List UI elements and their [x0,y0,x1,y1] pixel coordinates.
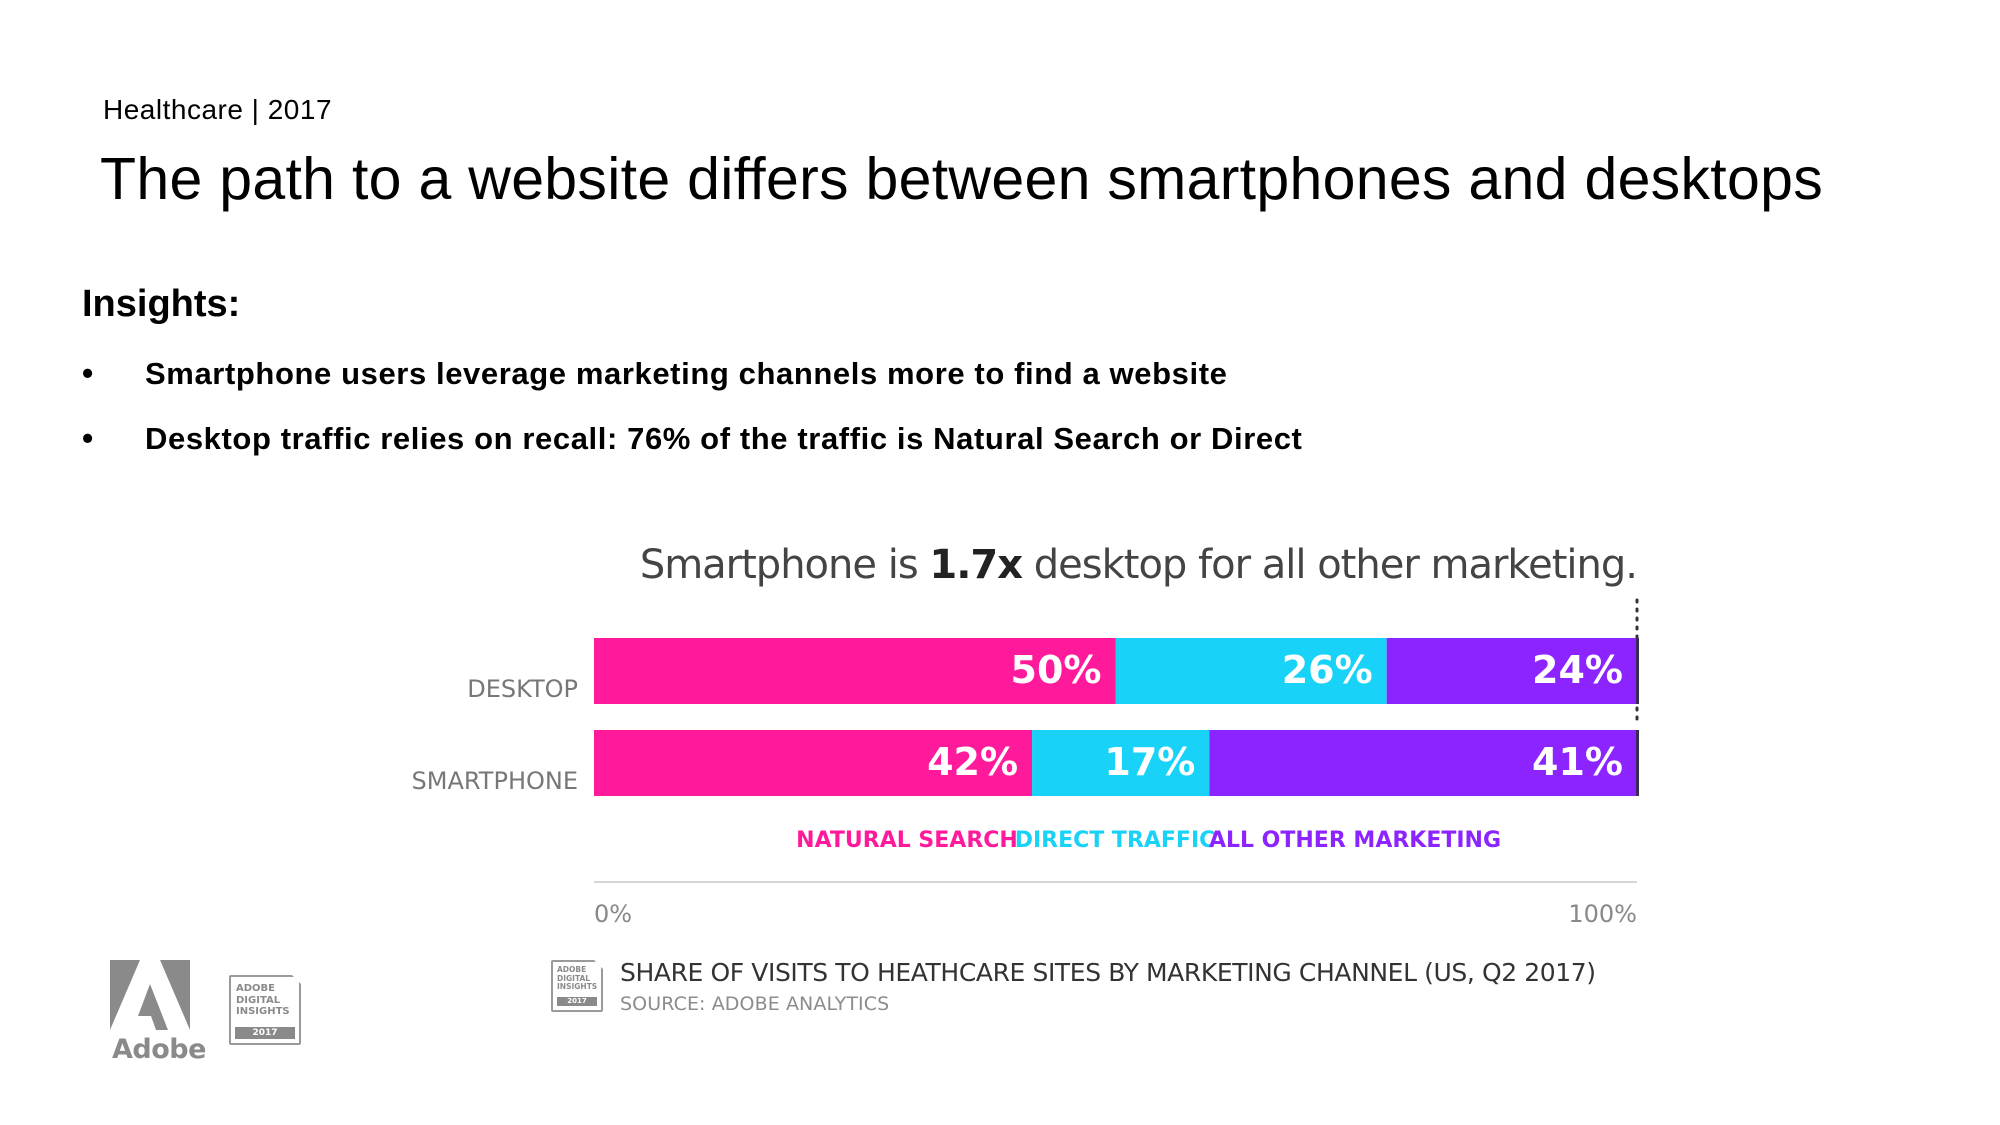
insights-heading: Insights: [82,283,241,325]
category-label: DESKTOP [467,675,578,703]
bullet-icon: • [82,355,94,391]
bar-segment [1115,638,1387,704]
adobe-logo-icon [110,960,190,1030]
bar-value-label: 17% [1104,740,1195,784]
badge-year: 2017 [557,997,597,1006]
badge-line: INSIGHTS [557,982,598,992]
badge-fold [594,960,603,969]
page-kicker: Healthcare | 2017 [103,94,333,125]
bar-end-cap [1636,730,1639,796]
badge-fold [292,975,301,984]
chart-source-note: SOURCE: ADOBE ANALYTICS [620,993,890,1015]
legend-item: NATURAL SEARCH [796,828,1018,853]
x-tick-label: 100% [1568,900,1637,928]
bar-segment [594,730,1033,796]
bar-value-label: 42% [927,740,1018,784]
bar-segment [1386,638,1637,704]
badge-line: INSIGHTS [236,1006,290,1017]
bullet-icon: • [82,420,94,456]
bar-segment [594,638,1116,704]
bar-value-label: 50% [1011,648,1102,692]
bar-value-label: 26% [1282,648,1373,692]
digital-insights-badge-small: ADOBE DIGITAL INSIGHTS 2017 [551,960,603,1012]
badge-line: DIGITAL [236,994,281,1006]
insight-text: Desktop traffic relies on recall: 76% of… [145,421,1303,456]
bar-segment [1209,730,1637,796]
badge-line: ADOBE [236,983,275,994]
chart-headline: Smartphone is 1.7x desktop for all other… [640,542,1637,588]
badge-line: ADOBE [557,965,587,974]
legend-item: ALL OTHER MARKETING [1209,828,1501,853]
x-tick-label: 0% [594,900,632,928]
insight-bullet: • Desktop traffic relies on recall: 76% o… [82,420,1302,457]
chart-source-title: SHARE OF VISITS TO HEATHCARE SITES BY MA… [620,958,1596,987]
bar-value-label: 24% [1532,648,1623,692]
category-label: SMARTPHONE [412,767,578,795]
digital-insights-badge: ADOBE DIGITAL INSIGHTS 2017 [229,975,301,1045]
insight-bullet: • Smartphone users leverage marketing cha… [82,355,1227,392]
badge-line: DIGITAL [557,973,591,983]
bar-segment [1032,730,1210,796]
adobe-logo-text: Adobe [112,1034,206,1065]
legend-item: DIRECT TRAFFIC [1015,828,1216,853]
bar-value-label: 41% [1532,740,1623,784]
page-title: The path to a website differs between sm… [100,146,1824,212]
badge-year: 2017 [235,1027,295,1039]
insight-text: Smartphone users leverage marketing chan… [145,356,1228,391]
bar-end-cap [1636,638,1639,704]
